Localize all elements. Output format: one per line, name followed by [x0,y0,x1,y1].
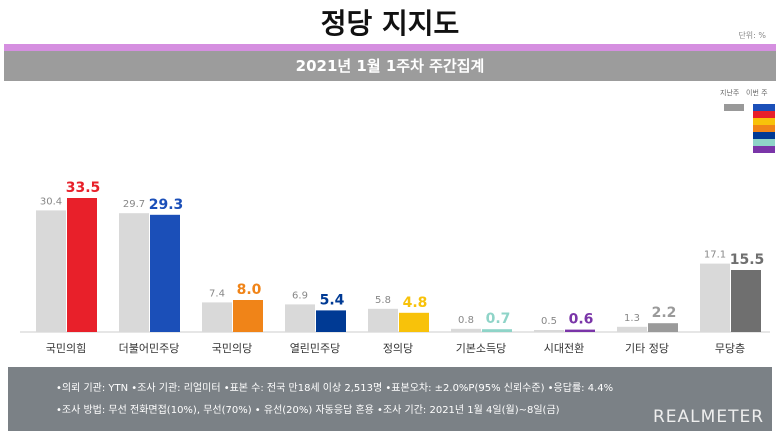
previous-value-label: 0.5 [541,316,557,327]
current-bar [67,198,97,332]
current-value-label: 29.3 [149,197,184,213]
current-value-label: 0.7 [486,311,511,327]
category-label: 무당층 [715,342,745,355]
bar-chart: 30.4 33.5 국민의힘 29.7 29.3 더불어민주당 7.4 8.0 국민의당 6.9 5… [20,180,770,355]
previous-bar [36,210,66,332]
current-value-label: 5.4 [320,292,345,308]
current-bar [150,214,180,332]
previous-bar [451,328,481,332]
category-label: 시대전환 [544,342,584,355]
previous-value-label: 1.3 [624,313,640,324]
legend-color-stripe [753,125,775,132]
category-label: 더불어민주당 [119,342,180,355]
legend-color-stripe [753,146,775,153]
legend-color-stripe [753,118,775,125]
previous-value-label: 29.7 [123,199,145,210]
legend: 지난주 이번 주 [720,88,775,158]
current-bar [565,329,595,332]
unit-label: 단위: % [738,31,766,40]
current-value-label: 33.5 [66,180,101,196]
current-value-label: 15.5 [730,252,765,268]
legend-color-stripe [753,111,775,118]
current-value-label: 8.0 [237,282,262,298]
current-value-label: 4.8 [403,295,428,311]
page-title: 정당 지지도 [320,7,460,40]
category-label: 열린민주당 [290,342,341,355]
previous-value-label: 5.8 [375,295,391,306]
legend-color-stripe [753,139,775,146]
current-bar [482,329,512,332]
category-label: 국민의힘 [46,342,86,355]
previous-bar [368,308,398,332]
legend-current-label: 이번 주 [746,89,768,97]
current-bar [233,300,263,332]
legend-previous-swatch [724,104,744,111]
survey-info-line-2: •조사 방법: 무선 전화면접(10%), 무선(70%) • 유선(20%) … [56,405,560,416]
realmeter-logo: REALMETER [653,407,764,427]
previous-bar [617,326,647,332]
category-label: 기본소득당 [456,342,507,355]
legend-color-stripe [753,104,775,111]
survey-info-line-1: •의뢰 기관: YTN •조사 기관: 리얼미터 •표본 수: 전국 만18세 … [56,383,614,394]
subtitle: 2021년 1월 1주차 주간집계 [4,51,776,81]
current-bar [648,323,678,332]
previous-value-label: 0.8 [458,315,474,326]
current-value-label: 2.2 [652,305,677,321]
accent-bar [4,44,776,51]
previous-bar [119,213,149,332]
current-value-label: 0.6 [569,312,594,328]
previous-bar [285,304,315,332]
current-bar [316,310,346,332]
survey-info-box: •의뢰 기관: YTN •조사 기관: 리얼미터 •표본 수: 전국 만18세 … [8,367,772,431]
category-label: 정의당 [383,342,413,355]
previous-bar [534,330,564,332]
legend-previous-label: 지난주 [720,89,740,97]
category-label: 기타 정당 [625,342,669,355]
previous-bar [202,302,232,332]
legend-color-stripe [753,132,775,139]
current-bar [399,312,429,332]
previous-value-label: 7.4 [209,288,225,299]
previous-bar [700,263,730,332]
category-label: 국민의당 [212,342,252,355]
previous-value-label: 17.1 [704,250,726,261]
legend-current-swatch [753,104,775,153]
previous-value-label: 6.9 [292,290,308,301]
current-bar [731,270,761,332]
previous-value-label: 30.4 [40,196,62,207]
